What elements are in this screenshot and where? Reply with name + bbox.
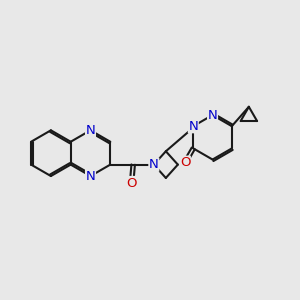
Text: N: N [85, 169, 95, 182]
Text: N: N [149, 158, 159, 171]
Text: N: N [85, 124, 95, 137]
Text: O: O [180, 156, 190, 169]
Text: O: O [126, 176, 137, 190]
Text: N: N [208, 109, 218, 122]
Text: N: N [188, 120, 198, 133]
